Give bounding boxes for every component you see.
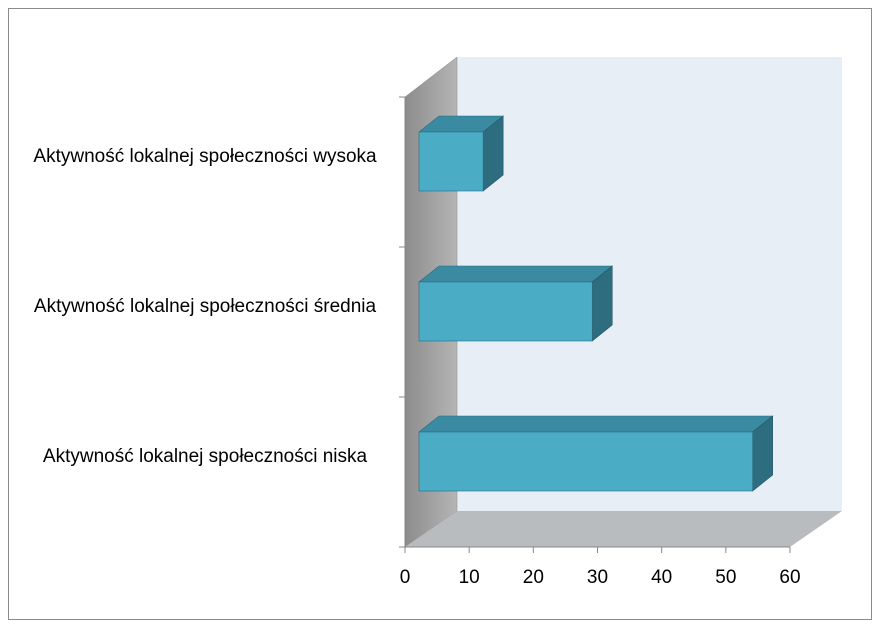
y-tick-label: Aktywność lokalnej społeczności średnia — [33, 296, 377, 317]
y-tick-label: Aktywność lokalnej społeczności wysoka — [33, 146, 377, 167]
x-tick-label: 20 — [523, 567, 544, 588]
floor — [405, 511, 842, 547]
bar — [418, 281, 593, 342]
x-tick-label: 30 — [587, 567, 608, 588]
x-tick-label: 60 — [779, 567, 800, 588]
x-tick-label: 50 — [715, 567, 736, 588]
x-tick-label: 0 — [400, 567, 411, 588]
bar-top — [418, 415, 774, 433]
x-tick-label: 40 — [651, 567, 672, 588]
bar-top — [418, 265, 614, 283]
back-wall — [457, 57, 842, 511]
x-tick-label: 10 — [459, 567, 480, 588]
y-tick-label: Aktywność lokalnej społeczności niska — [42, 446, 368, 467]
bar — [418, 131, 484, 192]
bar — [418, 431, 753, 492]
